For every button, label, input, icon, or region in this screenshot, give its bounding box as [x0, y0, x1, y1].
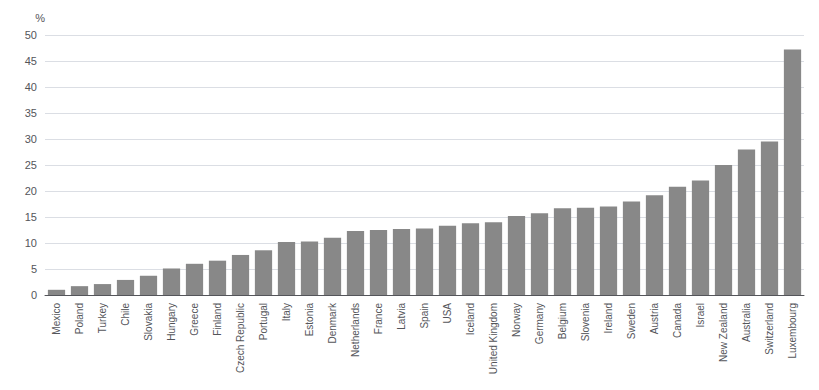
svg-text:Finland: Finland	[212, 303, 223, 336]
svg-text:New Zealand: New Zealand	[718, 303, 729, 362]
svg-text:45: 45	[25, 55, 37, 67]
svg-text:Slovakia: Slovakia	[143, 303, 154, 341]
svg-text:Canada: Canada	[672, 303, 683, 338]
svg-text:10: 10	[25, 237, 37, 249]
svg-text:20: 20	[25, 185, 37, 197]
svg-text:Germany: Germany	[534, 303, 545, 344]
svg-text:Greece: Greece	[189, 303, 200, 336]
svg-text:Ireland: Ireland	[603, 303, 614, 334]
svg-text:Netherlands: Netherlands	[350, 303, 361, 357]
svg-text:Belgium: Belgium	[557, 303, 568, 339]
svg-text:Mexico: Mexico	[51, 303, 62, 335]
svg-text:Italy: Italy	[281, 303, 292, 321]
svg-text:Luxembourg: Luxembourg	[787, 303, 798, 359]
svg-text:Iceland: Iceland	[465, 303, 476, 335]
svg-text:30: 30	[25, 133, 37, 145]
svg-text:United Kingdom: United Kingdom	[488, 303, 499, 374]
svg-text:Austria: Austria	[649, 303, 660, 335]
svg-text:Australia: Australia	[741, 303, 752, 342]
svg-text:Chile: Chile	[120, 303, 131, 326]
svg-text:0: 0	[31, 289, 37, 301]
svg-text:Turkey: Turkey	[97, 303, 108, 333]
svg-text:15: 15	[25, 211, 37, 223]
svg-text:40: 40	[25, 81, 37, 93]
svg-text:Hungary: Hungary	[166, 303, 177, 341]
svg-text:Denmark: Denmark	[327, 302, 338, 344]
svg-text:Portugal: Portugal	[258, 303, 269, 340]
svg-text:Estonia: Estonia	[304, 303, 315, 337]
svg-text:USA: USA	[442, 303, 453, 324]
svg-text:Spain: Spain	[419, 303, 430, 329]
svg-text:Czech Republic: Czech Republic	[235, 303, 246, 373]
svg-text:France: France	[373, 303, 384, 335]
svg-text:25: 25	[25, 159, 37, 171]
svg-text:Israel: Israel	[695, 303, 706, 327]
svg-text:%: %	[35, 12, 45, 24]
svg-text:35: 35	[25, 107, 37, 119]
svg-text:5: 5	[31, 263, 37, 275]
svg-text:Sweden: Sweden	[626, 303, 637, 339]
svg-text:Norway: Norway	[511, 303, 522, 337]
svg-text:Switzerland: Switzerland	[764, 303, 775, 355]
svg-text:Latvia: Latvia	[396, 303, 407, 330]
svg-text:50: 50	[25, 29, 37, 41]
svg-text:Slovenia: Slovenia	[580, 303, 591, 342]
svg-text:Poland: Poland	[74, 303, 85, 334]
